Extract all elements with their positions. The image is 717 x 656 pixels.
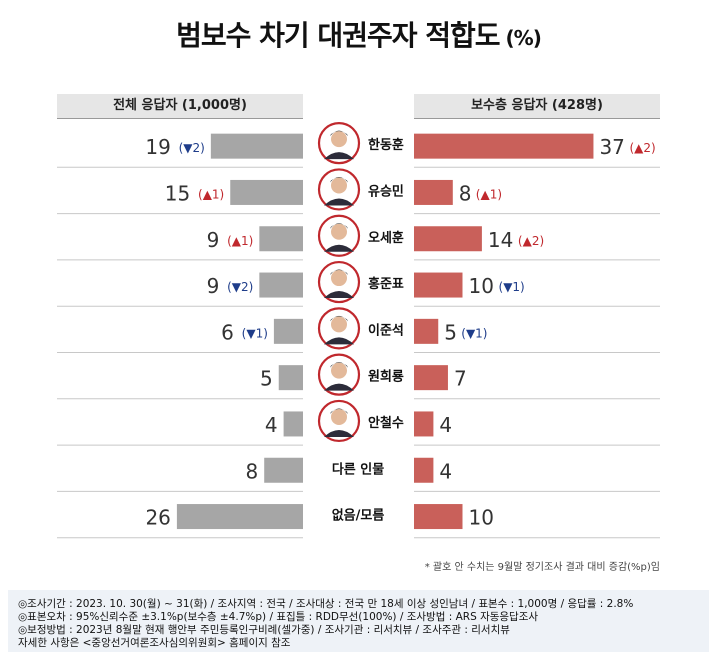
- left-value-label: 9: [207, 228, 220, 252]
- left-value-label: 15: [165, 181, 190, 205]
- right-bar: [414, 226, 482, 252]
- left-value-label: 5: [260, 367, 273, 391]
- right-bar: [414, 411, 434, 437]
- right-value-label: 10: [469, 274, 494, 298]
- left-bar: [230, 179, 303, 205]
- left-change-label: (▼1): [242, 326, 268, 340]
- right-change-label: (▲1): [476, 187, 502, 201]
- portrait-face: [331, 408, 347, 425]
- portrait-suit: [324, 291, 354, 299]
- portrait-face: [331, 270, 347, 287]
- left-bar: [259, 272, 303, 298]
- right-value-label: 5: [444, 320, 457, 344]
- left-series-header: 전체 응답자 (1,000명): [57, 94, 303, 119]
- candidate-name: 원희룡: [368, 370, 404, 385]
- candidate-name: 안철수: [368, 415, 404, 431]
- right-series-header: 보수층 응답자 (428명): [414, 94, 660, 119]
- right-change-label: (▼1): [461, 326, 487, 340]
- left-value-label: 6: [221, 320, 234, 344]
- left-value-label: 26: [145, 506, 170, 530]
- left-bar: [273, 318, 303, 344]
- portrait-suit: [324, 337, 354, 345]
- left-bar: [259, 226, 303, 252]
- chart-title-unit: (%): [505, 26, 542, 50]
- footnote: * 괄호 안 수치는 9월말 정기조사 결과 대비 증감(%p)임: [424, 562, 660, 573]
- left-bar: [278, 365, 303, 391]
- candidate-name: 오세훈: [368, 230, 404, 246]
- left-bar: [264, 457, 303, 483]
- right-value-label: 10: [469, 506, 494, 530]
- portrait-face: [331, 362, 347, 379]
- left-change-label: (▲1): [198, 187, 224, 201]
- portrait-face: [331, 316, 347, 333]
- right-value-label: 4: [439, 413, 452, 437]
- chart-title: 범보수 차기 대권주자 적합도 (%): [0, 14, 717, 54]
- chart-area: (▼2) 19 37 (▲2) 한동훈 (▲1) 15 8 (▲1) 유승민 (▲1) 9 14 (▲2)…: [57, 122, 660, 539]
- right-bar: [414, 457, 434, 483]
- portrait-hair: [330, 176, 348, 183]
- right-change-label: (▼1): [499, 280, 525, 294]
- left-change-label: (▼2): [227, 280, 253, 294]
- right-value-label: 14: [488, 228, 513, 252]
- right-bar: [414, 179, 453, 205]
- right-value-label: 8: [459, 181, 472, 205]
- left-bar: [283, 411, 303, 437]
- portrait-hair: [330, 130, 348, 137]
- note-line-3: ◎보정방법 : 2023년 8월말 현재 행안부 주민등록인구비례(셀가중) /…: [18, 624, 510, 636]
- portrait-suit: [324, 198, 354, 206]
- right-change-label: (▲2): [629, 141, 655, 155]
- portrait-hair: [330, 315, 348, 322]
- right-bar: [414, 504, 463, 530]
- portrait-suit: [324, 383, 354, 391]
- portrait-face: [331, 223, 347, 240]
- note-line-1: ◎조사기간 : 2023. 10. 30(월) ~ 31(화) / 조사지역 :…: [18, 598, 634, 610]
- left-value-label: 4: [265, 413, 278, 437]
- right-bar: [414, 272, 463, 298]
- left-value-label: 19: [145, 135, 170, 159]
- portrait-hair: [330, 269, 348, 276]
- left-value-label: 9: [207, 274, 220, 298]
- portrait-hair: [330, 362, 348, 368]
- right-value-label: 7: [454, 367, 467, 391]
- portrait-suit: [324, 244, 354, 252]
- right-bar: [414, 365, 448, 391]
- candidate-name: 홍준표: [368, 276, 404, 292]
- right-value-label: 37: [599, 135, 624, 159]
- left-bar: [176, 504, 303, 530]
- candidate-name: 한동훈: [368, 137, 404, 153]
- portrait-suit: [324, 152, 354, 160]
- right-change-label: (▲2): [518, 234, 544, 248]
- category-name: 없음/모름: [332, 508, 385, 524]
- candidate-name: 이준석: [368, 322, 404, 338]
- portrait-hair: [330, 408, 348, 414]
- right-bar: [414, 133, 594, 159]
- left-change-label: (▼2): [179, 141, 205, 155]
- survey-notes: ◎조사기간 : 2023. 10. 30(월) ~ 31(화) / 조사지역 :…: [8, 590, 709, 652]
- candidate-name: 유승민: [368, 183, 404, 199]
- note-line-4: 자세한 사항은 <중앙선거여론조사심의위원회> 홈페이지 참조: [18, 637, 291, 649]
- portrait-hair: [330, 223, 348, 229]
- category-name: 다른 인물: [332, 461, 384, 477]
- left-value-label: 8: [245, 459, 258, 483]
- left-change-label: (▲1): [227, 234, 253, 248]
- left-bar: [210, 133, 303, 159]
- portrait-face: [331, 131, 347, 148]
- chart-title-text: 범보수 차기 대권주자 적합도: [176, 19, 500, 52]
- note-line-2: ◎표본오차 : 95%신뢰수준 ±3.1%p(보수층 ±4.7%p) / 표집틀…: [18, 611, 539, 623]
- right-value-label: 4: [439, 459, 452, 483]
- portrait-face: [331, 177, 347, 194]
- right-bar: [414, 318, 439, 344]
- portrait-suit: [324, 429, 354, 437]
